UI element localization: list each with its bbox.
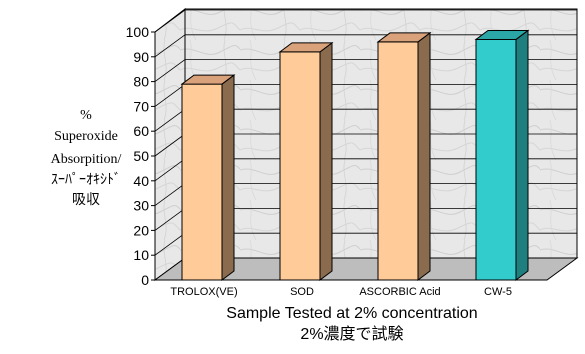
y-tick-label: 90	[133, 49, 149, 65]
y-tick-label: 0	[141, 272, 149, 288]
bar-side	[221, 74, 235, 281]
bar	[376, 31, 432, 281]
x-axis-title-line: 2%濃度で試験	[300, 325, 403, 343]
y-axis-title-line: 吸収	[72, 192, 100, 208]
y-tick-label: 100	[126, 24, 150, 40]
y-axis-title-line: Superoxide	[54, 129, 118, 144]
x-axis-title: Sample Tested at 2% concentration 2%濃度で試…	[226, 305, 477, 343]
bar-top	[376, 32, 432, 43]
category-label: SOD	[290, 286, 314, 298]
bar	[278, 41, 334, 281]
category-label: ASCORBIC Acid	[359, 286, 440, 298]
category-labels: TROLOX(VE) SOD ASCORBIC Acid CW-5	[170, 286, 512, 298]
bar-front	[279, 51, 321, 281]
category-label: CW-5	[484, 286, 512, 298]
side-gridline	[154, 133, 186, 157]
bar-front	[377, 41, 419, 281]
y-axis-title-line: Absorpition/	[51, 152, 122, 167]
bar-top	[278, 42, 334, 53]
y-tick-label: 50	[133, 148, 149, 164]
y-tick-label: 30	[133, 198, 149, 214]
bar-top	[474, 29, 530, 40]
y-axis-title-line: %	[80, 108, 92, 123]
bar-side	[417, 31, 431, 281]
y-tick-label: 70	[133, 98, 149, 114]
y-tick-label: 20	[133, 222, 149, 238]
bar	[474, 29, 530, 281]
y-axis-title-line: ｽｰﾊﾟｰｵｷｼﾄﾞ	[51, 172, 121, 188]
side-gridline	[154, 59, 186, 82]
bar-side	[319, 41, 333, 281]
bar	[180, 74, 236, 281]
y-tick-label: 80	[133, 74, 149, 90]
y-tick-label: 40	[133, 173, 149, 189]
side-gridline	[154, 232, 186, 256]
side-gridline	[154, 84, 186, 107]
bar-top	[180, 74, 236, 85]
side-gridline	[154, 158, 186, 182]
bar-front	[181, 83, 223, 281]
category-label: TROLOX(VE)	[170, 286, 237, 298]
y-axis-ticks: 0 10 20 30 40 50 60 70 80 90 100	[126, 24, 155, 288]
side-gridline	[154, 9, 186, 33]
bar-side	[515, 29, 529, 281]
chart-side-wall	[154, 7, 186, 281]
y-tick-label: 60	[133, 123, 149, 139]
y-axis-title: % Superoxide Absorpition/ ｽｰﾊﾟｰｵｷｼﾄﾞ 吸収	[51, 108, 122, 208]
side-gridline	[154, 208, 186, 231]
x-axis-title-line: Sample Tested at 2% concentration	[226, 305, 477, 322]
bars	[180, 29, 530, 281]
y-tick-label: 10	[133, 247, 149, 263]
side-gridline	[154, 108, 186, 132]
bar-front	[475, 38, 517, 281]
side-gridline	[154, 34, 186, 58]
side-gridline	[154, 183, 186, 206]
